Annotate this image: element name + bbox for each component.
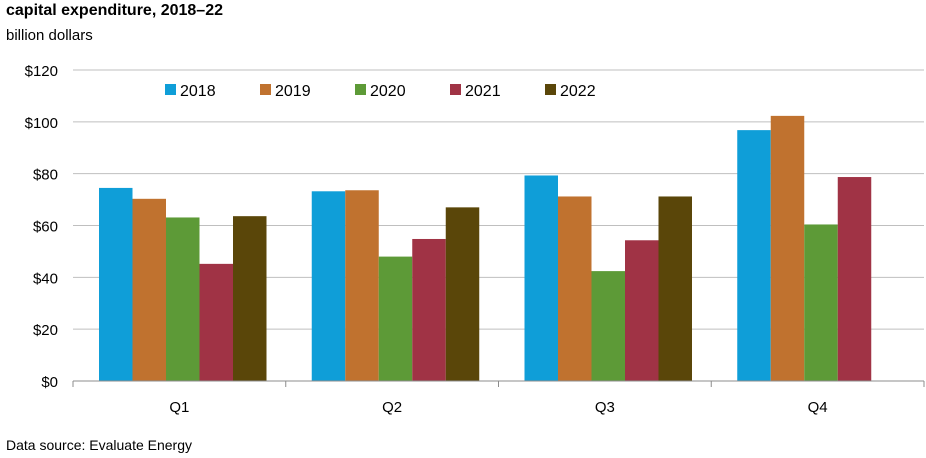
y-tick-label: $40 <box>33 270 58 287</box>
bar-2020-Q3 <box>591 271 625 381</box>
bar-2019-Q4 <box>770 115 805 381</box>
y-tick-label: $80 <box>33 167 58 184</box>
legend-swatch-2022 <box>545 84 556 95</box>
bar-2020-Q1 <box>166 217 200 381</box>
legend-swatch-2020 <box>355 84 366 95</box>
y-axis-ticks: $0 $20 $40 $60 $80 $100 $120 <box>25 63 58 391</box>
x-tick-label: Q1 <box>169 399 189 416</box>
legend-label-2020: 2020 <box>370 83 406 100</box>
bar-2018-Q2 <box>311 191 346 381</box>
bar-2022-Q2 <box>445 207 480 381</box>
chart-title: capital expenditure, 2018–22 <box>6 2 223 19</box>
bar-2018-Q3 <box>524 175 558 381</box>
bar-2022-Q1 <box>233 216 267 381</box>
bar-2020-Q4 <box>804 224 838 381</box>
legend: 2018 2019 2020 2021 2022 <box>165 83 596 100</box>
legend-label-2021: 2021 <box>465 83 501 100</box>
legend-swatch-2021 <box>450 84 461 95</box>
x-tick-label: Q4 <box>808 399 828 416</box>
bar-2021-Q2 <box>412 238 446 381</box>
bar-2019-Q2 <box>345 190 379 381</box>
bar-2022-Q3 <box>658 196 692 381</box>
y-tick-label: $120 <box>25 63 58 80</box>
bars <box>99 115 872 381</box>
chart-subtitle: billion dollars <box>6 27 93 44</box>
legend-label-2018: 2018 <box>180 83 216 100</box>
y-tick-label: $60 <box>33 219 58 236</box>
y-tick-label: $20 <box>33 322 58 339</box>
legend-label-2022: 2022 <box>560 83 596 100</box>
x-tick-label: Q2 <box>382 399 402 416</box>
x-tick-label: Q3 <box>595 399 615 416</box>
bar-2018-Q4 <box>737 130 771 381</box>
bar-2021-Q1 <box>199 263 233 381</box>
bar-2019-Q1 <box>132 198 166 381</box>
data-source-note: Data source: Evaluate Energy <box>6 437 192 453</box>
bar-2020-Q2 <box>378 256 413 381</box>
y-tick-label: $0 <box>41 374 58 391</box>
legend-swatch-2019 <box>260 84 271 95</box>
bar-2018-Q1 <box>99 187 133 381</box>
x-axis: Q1 Q2 Q3 Q4 <box>72 380 925 416</box>
legend-label-2019: 2019 <box>275 83 311 100</box>
bar-2021-Q4 <box>837 177 872 381</box>
legend-swatch-2018 <box>165 84 176 95</box>
y-tick-label: $100 <box>25 115 58 132</box>
bar-2021-Q3 <box>625 240 659 381</box>
bar-2019-Q3 <box>558 196 592 381</box>
